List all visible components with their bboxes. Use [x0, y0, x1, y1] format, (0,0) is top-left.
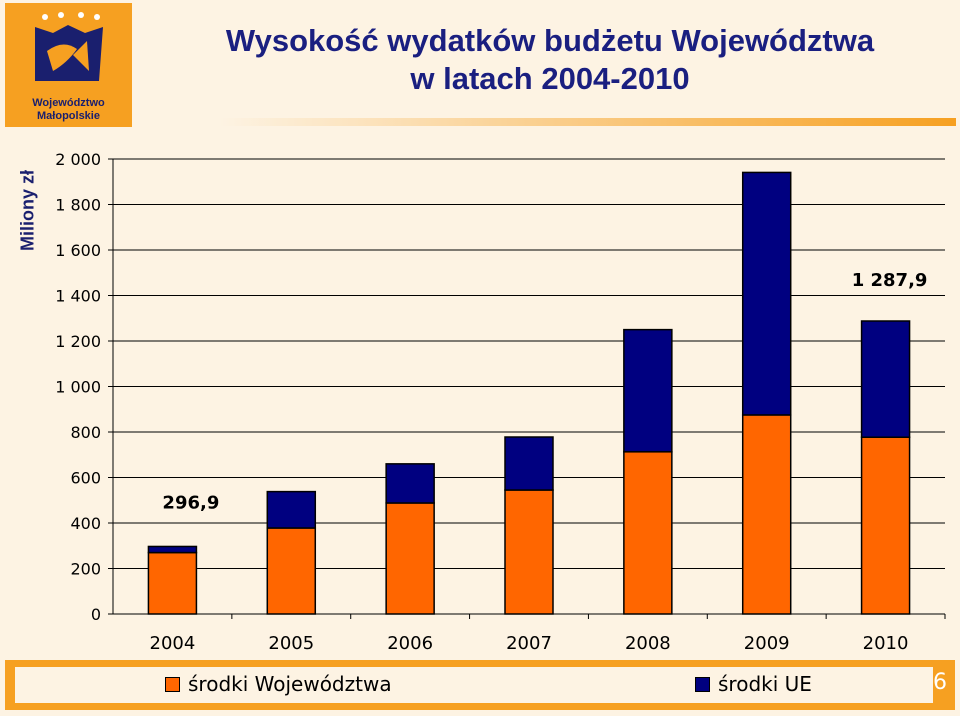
bar-segment: [623, 451, 673, 615]
y-tick-label: 2 000: [55, 150, 101, 169]
bar-segment: [860, 436, 911, 615]
title-line2: w latach 2004-2010: [410, 61, 690, 96]
legend-label: środki Województwa: [188, 672, 392, 696]
page-number: 6: [933, 670, 947, 695]
bar-segment: [504, 489, 554, 615]
legend-item-ue: środki UE: [695, 672, 812, 696]
legend-item-wojewodztwa: środki Województwa: [165, 672, 392, 696]
y-tick-label: 0: [91, 605, 101, 624]
bar-segment: [266, 490, 317, 529]
x-tick-label: 2009: [744, 633, 790, 654]
y-tick-label: 600: [70, 469, 101, 488]
logo: Województwo Małopolskie: [5, 3, 132, 127]
legend: środki Województwa środki UE: [15, 667, 933, 703]
y-tick-label: 1 000: [55, 378, 101, 397]
y-tick-label: 1 200: [55, 332, 101, 351]
y-tick-label: 400: [70, 514, 101, 533]
y-tick-label: 800: [70, 423, 101, 442]
logo-text-line2: Małopolskie: [37, 110, 100, 122]
grid-lines: [108, 158, 946, 619]
bar-segment: [385, 463, 435, 504]
bar-chart: 0 200 400 600 800 1 000 1 200 1 400 1 600 1 800 2 …: [55, 150, 946, 654]
x-tick-label: 2006: [387, 633, 433, 654]
legend-swatch-navy: [695, 676, 710, 692]
title-line1: Wysokość wydatków budżetu Województwa: [225, 23, 875, 58]
y-tick-label: 1 400: [55, 287, 101, 306]
legend-label: środki UE: [718, 672, 812, 696]
footer: środki Województwa środki UE 6: [5, 660, 955, 710]
bar-segment: [860, 320, 911, 438]
logo-text-line1: Województwo: [32, 97, 105, 109]
title-underline: [220, 118, 956, 126]
bars: [147, 171, 911, 615]
malopolska-emblem-icon: [35, 12, 103, 81]
bar-segment: [623, 328, 673, 453]
x-tick-label: 2008: [625, 633, 671, 654]
data-label: 296,9: [162, 492, 219, 513]
bar-segment: [266, 527, 317, 615]
x-tick-labels: 2004 2005 2006 2007 2008 2009 2010: [150, 633, 909, 654]
data-labels: 296,9 1 287,9: [162, 270, 927, 513]
x-tick-label: 2007: [506, 633, 552, 654]
x-tick-label: 2005: [268, 633, 314, 654]
bar-segment: [741, 171, 792, 416]
bar-segment: [147, 551, 198, 615]
y-tick-label: 200: [70, 560, 101, 579]
bar-segment: [741, 414, 792, 615]
data-label: 1 287,9: [852, 270, 928, 291]
bar-segment: [504, 436, 554, 491]
x-tick-label: 2004: [150, 633, 196, 654]
legend-swatch-orange: [165, 676, 180, 692]
x-tick-label: 2010: [863, 633, 909, 654]
y-tick-label: 1 800: [55, 196, 101, 215]
y-tick-label: 1 600: [55, 241, 101, 260]
page-title: Wysokość wydatków budżetu Województwa w …: [150, 22, 950, 98]
bar-segment: [385, 502, 435, 615]
y-tick-labels: 0 200 400 600 800 1 000 1 200 1 400 1 600 1 800 2 …: [55, 150, 101, 624]
bar-segment: [147, 545, 198, 554]
